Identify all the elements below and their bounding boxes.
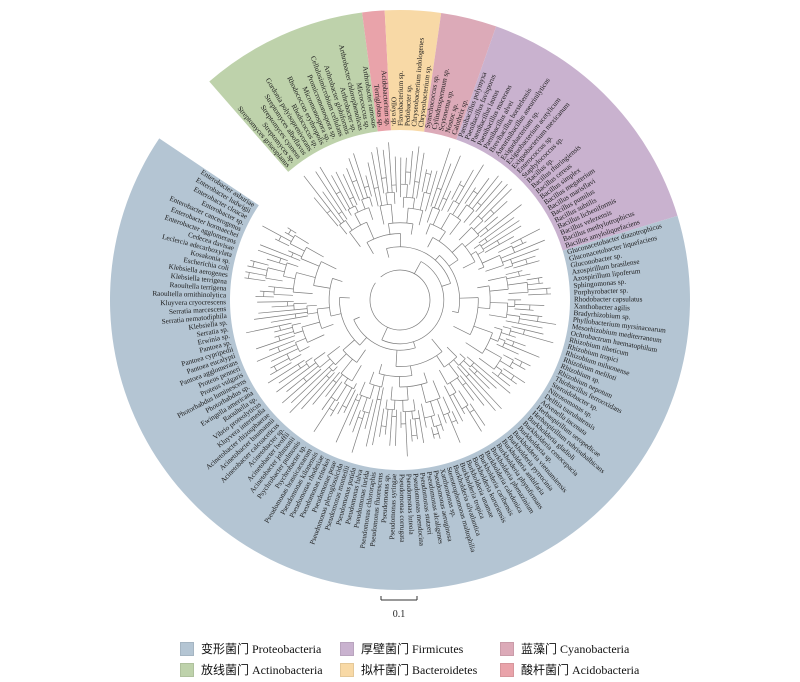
phylum-sectors xyxy=(110,9,690,590)
legend-swatch xyxy=(180,641,194,656)
legend-label: 放线菌门 Actinobacteria xyxy=(201,663,323,677)
leaf-label: Pseudomonas corrugata xyxy=(398,474,407,543)
legend-label: 酸杆菌门 Acidobacteria xyxy=(521,663,640,677)
leaf-label: Flavobacterium sp. xyxy=(397,71,405,126)
legend-swatch xyxy=(500,662,514,677)
sector-actinobacteria xyxy=(209,12,378,172)
leaf-label: Serratia marcescens xyxy=(169,305,227,316)
sector-firmicutes xyxy=(456,26,678,251)
sector-proteobacteria xyxy=(110,138,690,590)
legend-swatch xyxy=(340,641,354,656)
sector-bacteroidetes xyxy=(384,9,442,132)
scale-bar-label: 0.1 xyxy=(393,609,406,620)
legend-item-bacteroidetes: 拟杆菌门 Bacteroidetes xyxy=(340,661,500,678)
legend-label: 变形菌门 Proteobacteria xyxy=(201,642,322,656)
legend-item-actinobacteria: 放线菌门 Actinobacteria xyxy=(180,661,340,678)
legend-item-acidobacteria: 酸杆菌门 Acidobacteria xyxy=(500,661,650,678)
scale-bar: 0.1 xyxy=(380,596,418,620)
leaf-label: Kluyvera cryocrescens xyxy=(160,298,226,307)
legend-swatch xyxy=(180,662,194,677)
legend-swatch xyxy=(340,662,354,677)
legend-item-firmicutes: 厚壁菌门 Firmicutes xyxy=(340,640,500,657)
leaf-label: Porphyrobacter sp. xyxy=(574,286,629,296)
legend-swatch xyxy=(500,641,514,656)
leaf-label: Pseudomonas sp. xyxy=(380,473,391,523)
leaf-label: Olleya sp. xyxy=(390,97,399,127)
legend-label: 拟杆菌门 Bacteroidetes xyxy=(361,663,478,677)
legend-item-proteobacteria: 变形菌门 Proteobacteria xyxy=(180,640,340,657)
legend-label: 蓝藻门 Cyanobacteria xyxy=(521,642,630,656)
tree-branches xyxy=(244,142,557,457)
legend-label: 厚壁菌门 Firmicutes xyxy=(361,642,464,656)
legend-item-cyanobacteria: 蓝藻门 Cyanobacteria xyxy=(500,640,650,657)
leaf-label: Xanthobacter agilis xyxy=(574,302,631,312)
leaf-label: Pedobacter sp. xyxy=(403,84,413,126)
leaf-label: Raoultella ornithinolytica xyxy=(152,290,227,300)
leaf-label: Raoultella terrigena xyxy=(169,281,227,293)
leaf-label: Rhodobacter capsulatus xyxy=(574,295,643,303)
sector-cyanobacteria xyxy=(424,12,497,140)
leaf-label: Pseudomonas luteola xyxy=(405,474,416,536)
legend: 变形菌门 Proteobacteria 厚壁菌门 Firmicutes 蓝藻门 … xyxy=(180,640,650,678)
sector-acidobacteria xyxy=(362,10,391,132)
leaf-label: Pseudomonas syringae xyxy=(388,474,398,540)
